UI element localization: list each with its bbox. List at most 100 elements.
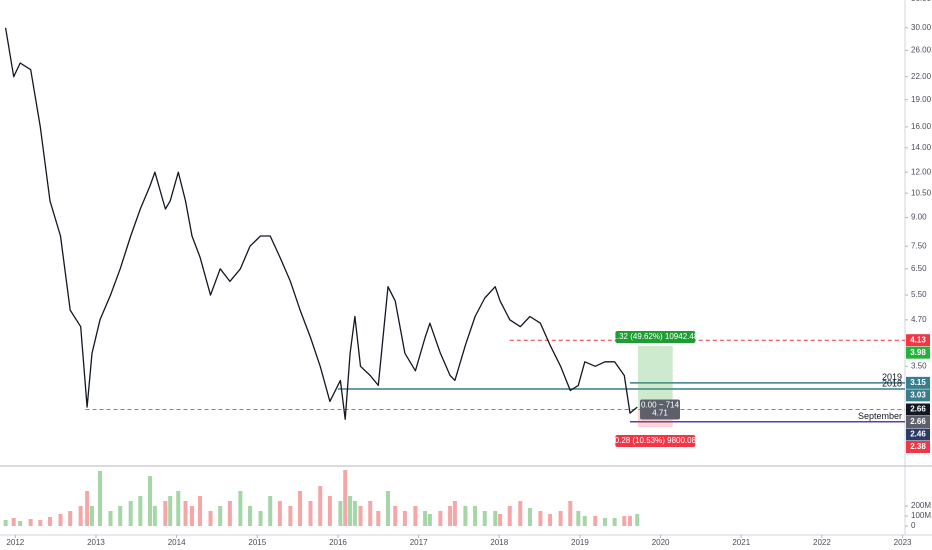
volume-bar bbox=[152, 506, 157, 526]
volume-bar bbox=[168, 496, 173, 526]
y-tick-label: 7.50 bbox=[911, 241, 927, 250]
volume-bar bbox=[108, 511, 113, 526]
y-tick-label: 16.00 bbox=[911, 122, 932, 131]
volume-bar bbox=[208, 511, 213, 526]
y-tick-label: 12.00 bbox=[911, 167, 932, 176]
volume-bar bbox=[258, 511, 263, 526]
volume-bar bbox=[18, 521, 23, 526]
axis-price-tag bbox=[906, 440, 930, 453]
price-line-label: 2018 bbox=[882, 378, 902, 388]
axis-price-tag bbox=[906, 415, 930, 428]
volume-bar bbox=[413, 506, 418, 526]
volume-bar bbox=[288, 506, 293, 526]
axis-price-label: 2.46 bbox=[910, 430, 926, 439]
axis-price-label: 2.38 bbox=[910, 442, 926, 451]
y-tick-label: 6.50 bbox=[911, 264, 927, 273]
volume-bar bbox=[463, 506, 468, 526]
position-target-label: 1.32 (49.62%) 10942.48 bbox=[612, 332, 698, 341]
volume-bar bbox=[635, 514, 640, 526]
volume-bar bbox=[402, 511, 407, 526]
axis-price-tag bbox=[906, 428, 930, 441]
x-tick-label: 2014 bbox=[168, 538, 186, 547]
volume-bar bbox=[576, 511, 581, 526]
volume-bar bbox=[163, 501, 168, 526]
volume-tick-label: 0 bbox=[911, 521, 916, 530]
axis-price-label: 3.03 bbox=[910, 390, 926, 399]
x-tick-label: 2020 bbox=[652, 538, 670, 547]
axis-price-tag bbox=[906, 334, 930, 347]
volume-bar bbox=[612, 518, 617, 526]
volume-bar bbox=[358, 506, 363, 526]
volume-bar bbox=[58, 514, 63, 526]
position-stop-label: 0.28 (10.53%) 9800.08 bbox=[615, 436, 697, 445]
axis-price-label: 2.66 bbox=[910, 405, 926, 414]
volume-bar bbox=[527, 508, 532, 526]
volume-bar bbox=[473, 506, 478, 526]
price-line-label: 2019 bbox=[882, 372, 902, 382]
axis-price-tag bbox=[906, 346, 930, 359]
volume-bar bbox=[558, 511, 563, 526]
volume-bar bbox=[348, 496, 353, 526]
volume-bar bbox=[482, 511, 487, 526]
volume-bar bbox=[183, 501, 188, 526]
volume-bar bbox=[507, 506, 512, 526]
volume-bar bbox=[3, 520, 8, 526]
volume-bar bbox=[368, 501, 373, 526]
volume-bar bbox=[238, 491, 243, 526]
y-tick-label: 36.00 bbox=[911, 0, 932, 3]
volume-tick-label: 200M bbox=[911, 501, 931, 510]
x-tick-label: 2022 bbox=[813, 538, 831, 547]
position-info-sublabel: 4.71 bbox=[652, 409, 668, 418]
axis-price-label: 3.98 bbox=[910, 348, 926, 357]
axis-price-tag bbox=[906, 403, 930, 416]
volume-bar bbox=[118, 506, 123, 526]
volume-bar bbox=[318, 486, 323, 526]
volume-bar bbox=[423, 511, 428, 526]
volume-bar bbox=[268, 496, 273, 526]
volume-bar bbox=[11, 518, 16, 526]
volume-bar bbox=[518, 501, 523, 526]
axis-price-label: 2.66 bbox=[910, 417, 926, 426]
volume-bar bbox=[189, 506, 194, 526]
price-line-series bbox=[4, 27, 638, 420]
x-tick-label: 2023 bbox=[894, 538, 912, 547]
y-tick-label: 9.00 bbox=[911, 213, 927, 222]
volume-bar bbox=[138, 496, 143, 526]
y-tick-label: 22.00 bbox=[911, 72, 932, 81]
volume-bar bbox=[277, 501, 282, 526]
volume-bar bbox=[98, 471, 103, 526]
volume-tick-label: 100M bbox=[911, 511, 931, 520]
volume-bar bbox=[593, 516, 598, 526]
y-tick-label: 26.00 bbox=[911, 45, 932, 54]
price-line-label: September bbox=[858, 411, 902, 421]
x-tick-label: 2013 bbox=[87, 538, 105, 547]
volume-bar bbox=[148, 476, 153, 526]
volume-bar bbox=[376, 511, 381, 526]
volume-bar bbox=[338, 501, 343, 526]
axis-price-tag bbox=[906, 376, 930, 389]
volume-bar bbox=[48, 517, 53, 526]
volume-bar bbox=[248, 506, 253, 526]
y-tick-label: 5.50 bbox=[911, 290, 927, 299]
y-tick-label: 30.00 bbox=[911, 23, 932, 32]
volume-bar bbox=[393, 506, 398, 526]
y-tick-label: 19.00 bbox=[911, 95, 932, 104]
volume-bar bbox=[343, 470, 348, 526]
axis-price-label: 3.15 bbox=[910, 378, 926, 387]
volume-bar bbox=[385, 491, 390, 526]
volume-bar bbox=[538, 511, 543, 526]
volume-bar bbox=[627, 516, 632, 526]
volume-bar bbox=[438, 511, 443, 526]
volume-bar bbox=[128, 501, 133, 526]
x-tick-label: 2012 bbox=[6, 538, 24, 547]
volume-bar bbox=[548, 514, 553, 526]
position-info-label: 0.00 ~ 714 bbox=[641, 401, 680, 410]
y-tick-label: 4.70 bbox=[911, 315, 927, 324]
volume-bar bbox=[227, 501, 232, 526]
volume-bar bbox=[68, 511, 73, 526]
volume-bar bbox=[218, 506, 223, 526]
volume-bar bbox=[28, 519, 33, 526]
